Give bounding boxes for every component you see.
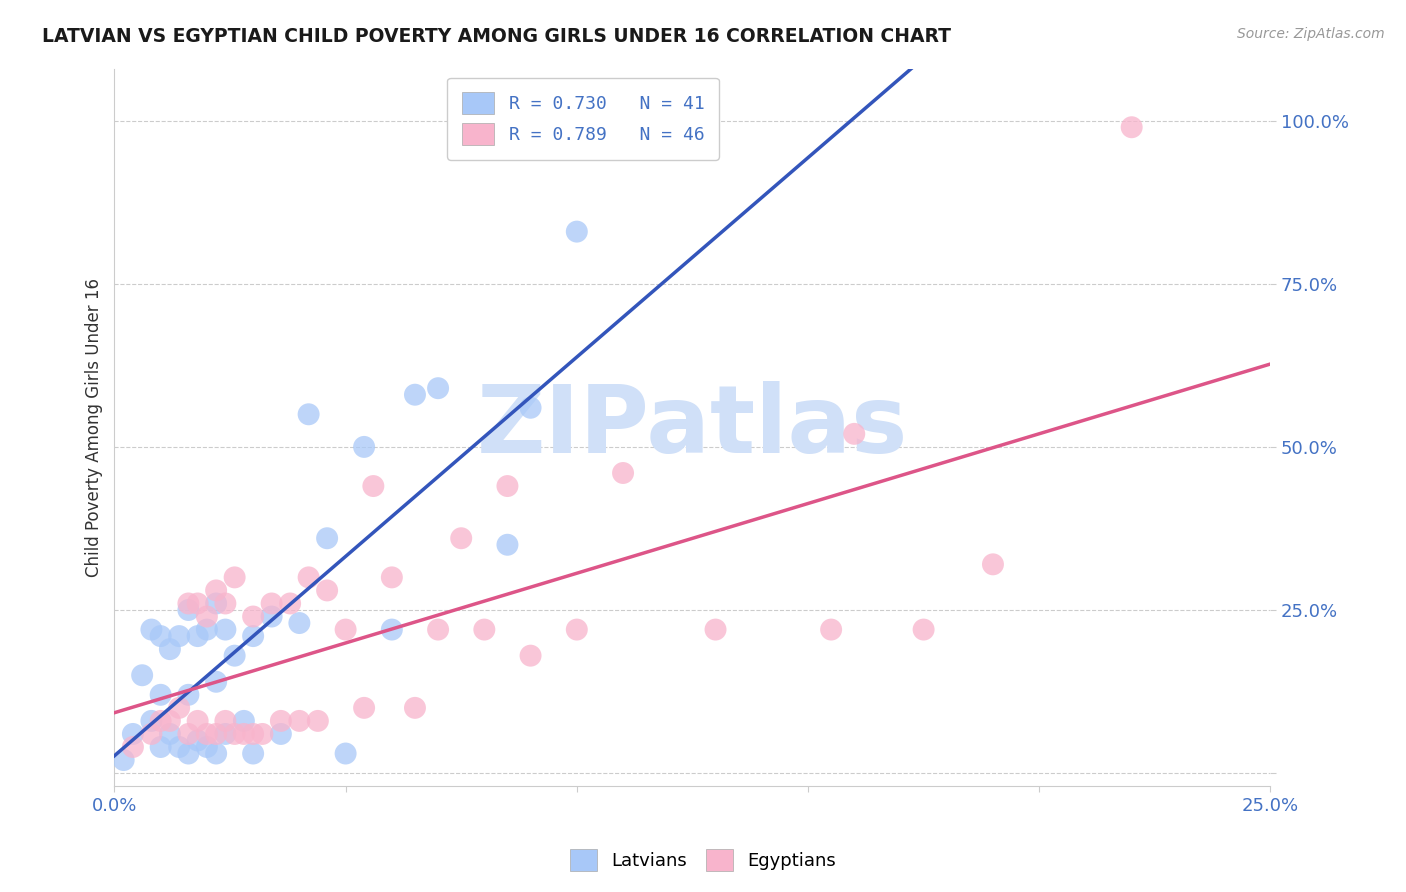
Point <box>427 623 450 637</box>
Point <box>195 727 218 741</box>
Point <box>112 753 135 767</box>
Point <box>224 648 246 663</box>
Point <box>131 668 153 682</box>
Point <box>404 388 426 402</box>
Point <box>316 531 339 545</box>
Point <box>242 727 264 741</box>
Point <box>214 727 236 741</box>
Point <box>288 714 311 728</box>
Point <box>242 747 264 761</box>
Point <box>177 747 200 761</box>
Point <box>335 747 357 761</box>
Point <box>278 597 301 611</box>
Point <box>141 727 163 741</box>
Point <box>381 570 404 584</box>
Point <box>177 688 200 702</box>
Point <box>205 747 228 761</box>
Point <box>496 538 519 552</box>
Point <box>167 701 190 715</box>
Point <box>187 597 209 611</box>
Point <box>122 739 145 754</box>
Point <box>565 623 588 637</box>
Point <box>187 714 209 728</box>
Text: Source: ZipAtlas.com: Source: ZipAtlas.com <box>1237 27 1385 41</box>
Point <box>316 583 339 598</box>
Point <box>288 615 311 630</box>
Point <box>167 739 190 754</box>
Point <box>122 727 145 741</box>
Point <box>353 440 375 454</box>
Point <box>363 479 385 493</box>
Y-axis label: Child Poverty Among Girls Under 16: Child Poverty Among Girls Under 16 <box>86 277 103 577</box>
Point <box>242 629 264 643</box>
Point <box>149 714 172 728</box>
Point <box>298 407 321 421</box>
Point <box>159 714 181 728</box>
Point <box>159 642 181 657</box>
Point <box>195 609 218 624</box>
Point <box>612 466 634 480</box>
Point <box>404 701 426 715</box>
Legend: Latvians, Egyptians: Latvians, Egyptians <box>562 842 844 879</box>
Point <box>177 603 200 617</box>
Text: ZIPatlas: ZIPatlas <box>477 382 908 474</box>
Point <box>195 623 218 637</box>
Point <box>149 739 172 754</box>
Point <box>242 609 264 624</box>
Point <box>232 714 254 728</box>
Point <box>214 714 236 728</box>
Point <box>472 623 495 637</box>
Point <box>149 629 172 643</box>
Point <box>820 623 842 637</box>
Point <box>232 727 254 741</box>
Point <box>981 558 1004 572</box>
Point <box>159 727 181 741</box>
Point <box>270 727 292 741</box>
Text: LATVIAN VS EGYPTIAN CHILD POVERTY AMONG GIRLS UNDER 16 CORRELATION CHART: LATVIAN VS EGYPTIAN CHILD POVERTY AMONG … <box>42 27 952 45</box>
Point <box>177 597 200 611</box>
Point <box>187 733 209 747</box>
Point <box>270 714 292 728</box>
Point <box>1121 120 1143 135</box>
Point <box>519 648 541 663</box>
Point <box>519 401 541 415</box>
Point <box>205 674 228 689</box>
Point <box>496 479 519 493</box>
Point <box>381 623 404 637</box>
Point <box>195 739 218 754</box>
Point <box>335 623 357 637</box>
Point <box>704 623 727 637</box>
Point <box>205 597 228 611</box>
Point <box>167 629 190 643</box>
Point <box>141 623 163 637</box>
Point <box>187 629 209 643</box>
Point <box>427 381 450 395</box>
Point <box>260 609 283 624</box>
Point <box>307 714 329 728</box>
Point <box>353 701 375 715</box>
Point <box>260 597 283 611</box>
Point <box>205 583 228 598</box>
Legend: R = 0.730   N = 41, R = 0.789   N = 46: R = 0.730 N = 41, R = 0.789 N = 46 <box>447 78 718 160</box>
Point <box>177 727 200 741</box>
Point <box>298 570 321 584</box>
Point <box>214 623 236 637</box>
Point <box>141 714 163 728</box>
Point <box>214 597 236 611</box>
Point <box>844 426 866 441</box>
Point <box>224 570 246 584</box>
Point <box>224 727 246 741</box>
Point <box>912 623 935 637</box>
Point <box>205 727 228 741</box>
Point <box>252 727 274 741</box>
Point <box>450 531 472 545</box>
Point <box>565 225 588 239</box>
Point <box>149 688 172 702</box>
